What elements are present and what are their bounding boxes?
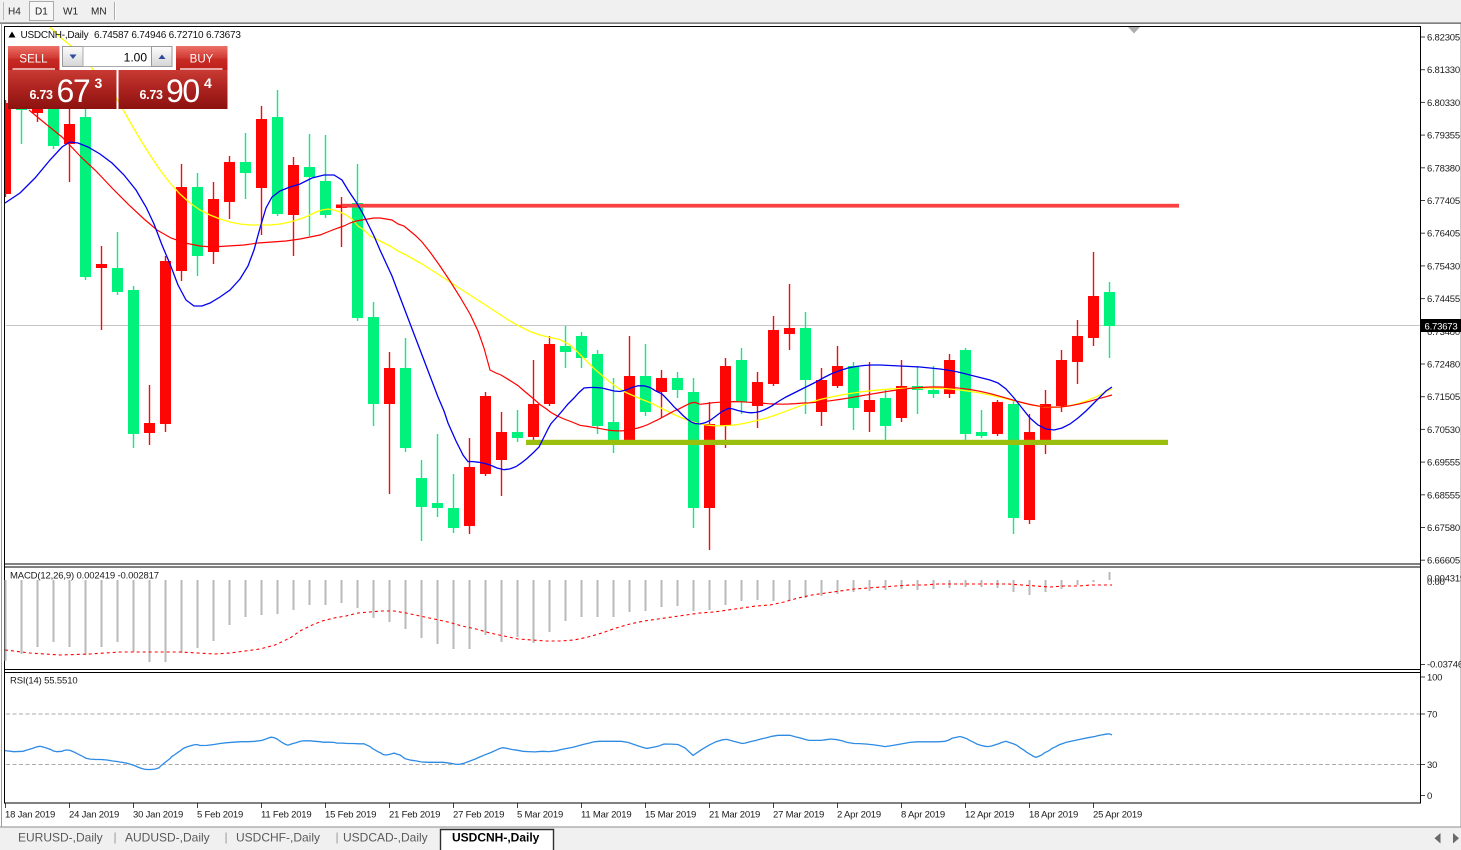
svg-text:27 Mar 2019: 27 Mar 2019 <box>773 810 824 821</box>
svg-text:11 Feb 2019: 11 Feb 2019 <box>261 810 311 821</box>
svg-text:15 Mar 2019: 15 Mar 2019 <box>645 810 696 821</box>
svg-text:25 Apr 2019: 25 Apr 2019 <box>1093 810 1142 821</box>
svg-text:-0.03746: -0.03746 <box>1427 660 1461 671</box>
svg-text:USDCHF-,Daily: USDCHF-,Daily <box>236 831 320 845</box>
svg-text:D1: D1 <box>35 7 48 18</box>
svg-text:6.78380: 6.78380 <box>1427 163 1460 174</box>
svg-text:6.69555: 6.69555 <box>1427 458 1460 469</box>
svg-text:|: | <box>336 830 339 844</box>
svg-text:6.70530: 6.70530 <box>1427 425 1460 436</box>
svg-text:USDCNH-,Daily: USDCNH-,Daily <box>21 30 89 41</box>
svg-text:30: 30 <box>1427 760 1437 771</box>
svg-text:30 Jan 2019: 30 Jan 2019 <box>133 810 183 821</box>
svg-text:0.00: 0.00 <box>1427 577 1445 588</box>
svg-text:67: 67 <box>57 73 90 109</box>
svg-text:5 Mar 2019: 5 Mar 2019 <box>517 810 563 821</box>
svg-text:15 Feb 2019: 15 Feb 2019 <box>325 810 376 821</box>
svg-text:21 Mar 2019: 21 Mar 2019 <box>709 810 760 821</box>
svg-text:6.75430: 6.75430 <box>1427 261 1460 272</box>
svg-text:6.73: 6.73 <box>140 88 163 102</box>
svg-text:6.67580: 6.67580 <box>1427 523 1460 534</box>
svg-text:RSI(14) 55.5510: RSI(14) 55.5510 <box>10 676 77 687</box>
svg-text:100: 100 <box>1427 673 1442 684</box>
svg-text:1.00: 1.00 <box>124 51 148 65</box>
svg-text:H4: H4 <box>8 7 21 18</box>
svg-text:12 Apr 2019: 12 Apr 2019 <box>965 810 1014 821</box>
svg-text:70: 70 <box>1427 710 1437 721</box>
svg-text:2 Apr 2019: 2 Apr 2019 <box>837 810 881 821</box>
svg-text:11 Mar 2019: 11 Mar 2019 <box>581 810 631 821</box>
svg-text:6.74455: 6.74455 <box>1427 294 1460 305</box>
svg-text:6.74587 6.74946 6.72710 6.7367: 6.74587 6.74946 6.72710 6.73673 <box>94 30 241 41</box>
svg-text:90: 90 <box>166 73 199 109</box>
svg-text:8 Apr 2019: 8 Apr 2019 <box>901 810 945 821</box>
svg-text:|: | <box>225 830 228 844</box>
svg-text:EURUSD-,Daily: EURUSD-,Daily <box>18 831 103 845</box>
svg-text:6.81330: 6.81330 <box>1427 65 1460 76</box>
svg-text:18 Jan 2019: 18 Jan 2019 <box>5 810 55 821</box>
svg-text:6.79355: 6.79355 <box>1427 131 1460 142</box>
svg-text:MACD(12,26,9) 0.002419 -0.0028: MACD(12,26,9) 0.002419 -0.002817 <box>10 571 159 582</box>
svg-text:6.76405: 6.76405 <box>1427 229 1460 240</box>
svg-text:0.004319: 0.004319 <box>1427 574 1461 585</box>
svg-text:6.66605: 6.66605 <box>1427 556 1460 567</box>
svg-text:USDCAD-,Daily: USDCAD-,Daily <box>343 831 428 845</box>
svg-text:4: 4 <box>204 75 212 91</box>
svg-text:6.73480: 6.73480 <box>1427 327 1460 338</box>
svg-text:SELL: SELL <box>19 54 48 66</box>
svg-text:6.73673: 6.73673 <box>1425 322 1458 333</box>
svg-text:6.80330: 6.80330 <box>1427 98 1460 109</box>
svg-text:6.71505: 6.71505 <box>1427 392 1460 403</box>
svg-text:6.72480: 6.72480 <box>1427 360 1460 371</box>
svg-text:USDCNH-,Daily: USDCNH-,Daily <box>452 831 540 845</box>
svg-text:3: 3 <box>95 75 103 91</box>
svg-text:6.82305: 6.82305 <box>1427 33 1460 44</box>
svg-text:21 Feb 2019: 21 Feb 2019 <box>389 810 440 821</box>
svg-text:6.77405: 6.77405 <box>1427 196 1460 207</box>
svg-text:MN: MN <box>91 7 107 18</box>
svg-text:6.68555: 6.68555 <box>1427 490 1460 501</box>
svg-text:W1: W1 <box>63 7 78 18</box>
svg-text:27 Feb 2019: 27 Feb 2019 <box>453 810 504 821</box>
svg-text:18 Apr 2019: 18 Apr 2019 <box>1029 810 1078 821</box>
svg-text:5 Feb 2019: 5 Feb 2019 <box>197 810 243 821</box>
svg-text:6.73: 6.73 <box>30 88 53 102</box>
svg-text:AUDUSD-,Daily: AUDUSD-,Daily <box>125 831 210 845</box>
svg-text:0: 0 <box>1427 791 1432 802</box>
svg-text:|: | <box>114 830 117 844</box>
svg-text:24 Jan 2019: 24 Jan 2019 <box>69 810 119 821</box>
svg-text:BUY: BUY <box>190 54 214 66</box>
